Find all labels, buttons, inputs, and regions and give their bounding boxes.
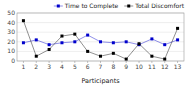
data-point — [150, 55, 153, 58]
data-point — [163, 43, 166, 46]
y-tick-label: 0 — [11, 57, 15, 64]
x-tick-label: 10 — [135, 63, 143, 70]
data-point — [22, 19, 25, 22]
data-point — [150, 37, 153, 40]
data-point — [176, 38, 179, 41]
data-point — [112, 41, 115, 44]
data-point — [163, 58, 166, 61]
x-tick-label: 1 — [22, 63, 26, 70]
plot-frame — [17, 13, 184, 61]
plot-area — [22, 19, 179, 60]
data-point — [35, 38, 38, 41]
legend-swatch-marker — [127, 5, 130, 8]
x-tick-label: 2 — [34, 63, 38, 70]
data-point — [112, 52, 115, 55]
series-line — [23, 21, 177, 59]
legend-swatch-line — [124, 6, 133, 7]
legend-label: Total Discomfort — [134, 2, 184, 9]
x-tick-label: 13 — [174, 63, 182, 70]
data-point — [125, 58, 128, 61]
legend-label: Time to Complete — [64, 2, 119, 10]
legend-swatch-line — [54, 6, 63, 7]
legend-swatch-marker — [57, 5, 60, 8]
x-tick-label: 5 — [73, 63, 77, 70]
y-tick-label: 40 — [7, 19, 15, 26]
y-tick-label: 30 — [7, 28, 15, 35]
data-point — [73, 33, 76, 36]
data-point — [125, 40, 128, 43]
y-tick-label: 20 — [7, 38, 15, 45]
x-tick-label: 7 — [99, 63, 103, 70]
x-axis-label: Participants — [81, 77, 120, 85]
data-point — [60, 41, 63, 44]
data-point — [73, 40, 76, 43]
y-tick-label: 50 — [7, 9, 15, 16]
data-point — [99, 40, 102, 43]
data-point — [60, 35, 63, 38]
x-tick-label: 8 — [111, 63, 115, 70]
data-point — [86, 34, 89, 37]
x-tick-label: 9 — [124, 63, 128, 70]
grid-line — [17, 32, 184, 33]
x-tick-label: 6 — [86, 63, 90, 70]
x-tick-label: 3 — [47, 63, 51, 70]
data-point — [48, 43, 51, 46]
series-line — [23, 35, 177, 45]
data-point — [48, 48, 51, 51]
grid-line — [17, 22, 184, 23]
data-point — [86, 50, 89, 53]
data-point — [99, 55, 102, 58]
data-point — [138, 43, 141, 46]
data-point — [176, 27, 179, 30]
y-tick-label: 10 — [7, 47, 15, 54]
legend: Time to Complete Total Discomfort — [54, 2, 185, 10]
grid-line — [17, 51, 184, 52]
data-point — [138, 42, 141, 45]
x-tick-label: 12 — [161, 63, 169, 70]
x-tick-label: 11 — [148, 63, 156, 70]
data-point — [22, 41, 25, 44]
data-point — [35, 55, 38, 58]
x-tick-label: 4 — [60, 63, 64, 70]
chart: 0102030405012345678910111213Participants… — [0, 0, 190, 86]
